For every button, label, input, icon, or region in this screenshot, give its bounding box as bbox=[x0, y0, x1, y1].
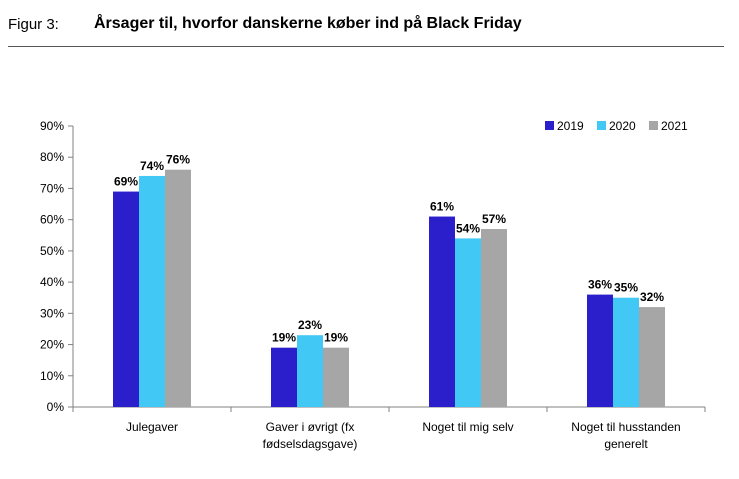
data-label: 19% bbox=[272, 331, 296, 345]
y-tick-label: 80% bbox=[40, 150, 64, 164]
legend-swatch-2020 bbox=[597, 121, 606, 130]
legend-label-2019: 2019 bbox=[557, 119, 584, 133]
legend-label-2021: 2021 bbox=[661, 119, 688, 133]
header-rule bbox=[8, 46, 724, 47]
data-label: 23% bbox=[298, 318, 322, 332]
data-label: 36% bbox=[588, 278, 612, 292]
bar-2021 bbox=[639, 307, 665, 407]
y-tick-label: 10% bbox=[40, 369, 64, 383]
bar-2021 bbox=[323, 347, 349, 407]
y-tick-label: 20% bbox=[40, 338, 64, 352]
data-label: 76% bbox=[166, 153, 190, 167]
x-tick-label: Noget til husstanden bbox=[571, 420, 680, 434]
bar-2020 bbox=[297, 335, 323, 407]
data-label: 74% bbox=[140, 159, 164, 173]
bar-2019 bbox=[587, 294, 613, 407]
data-label: 32% bbox=[640, 290, 664, 304]
y-tick-label: 30% bbox=[40, 306, 64, 320]
x-tick-label: fødselsdagsgave) bbox=[263, 437, 358, 451]
figure-header: Figur 3: Årsager til, hvorfor danskerne … bbox=[8, 12, 724, 38]
data-label: 69% bbox=[114, 175, 138, 189]
bar-2020 bbox=[139, 175, 165, 407]
bar-2019 bbox=[113, 191, 139, 407]
bar-2020 bbox=[455, 238, 481, 407]
data-label: 35% bbox=[614, 281, 638, 295]
y-tick-label: 50% bbox=[40, 244, 64, 258]
data-label: 57% bbox=[482, 212, 506, 226]
chart-title: Årsager til, hvorfor danskerne køber ind… bbox=[94, 15, 522, 32]
data-label: 61% bbox=[430, 200, 454, 214]
y-tick-label: 40% bbox=[40, 275, 64, 289]
legend-swatch-2021 bbox=[649, 121, 658, 130]
figure-label: Figur 3: bbox=[8, 16, 59, 33]
x-tick-label: generelt bbox=[604, 437, 648, 451]
x-tick-label: Noget til mig selv bbox=[422, 420, 513, 434]
data-label: 19% bbox=[324, 331, 348, 345]
bar-2020 bbox=[613, 297, 639, 407]
bar-2021 bbox=[481, 229, 507, 407]
legend-label-2020: 2020 bbox=[609, 119, 636, 133]
y-tick-label: 90% bbox=[40, 119, 64, 133]
y-tick-label: 60% bbox=[40, 213, 64, 227]
data-label: 54% bbox=[456, 221, 480, 235]
x-tick-label: Julegaver bbox=[126, 420, 178, 434]
y-tick-label: 70% bbox=[40, 181, 64, 195]
x-tick-label: Gaver i øvrigt (fx bbox=[266, 420, 355, 434]
legend-swatch-2019 bbox=[545, 121, 554, 130]
y-tick-label: 0% bbox=[47, 400, 65, 414]
bar-2019 bbox=[271, 347, 297, 407]
bar-2019 bbox=[429, 216, 455, 407]
bar-2021 bbox=[165, 169, 191, 407]
